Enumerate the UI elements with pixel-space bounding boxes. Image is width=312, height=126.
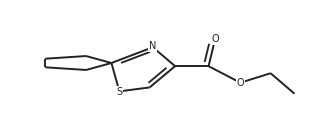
Text: O: O (236, 78, 244, 88)
Text: N: N (149, 41, 157, 51)
Text: S: S (116, 87, 122, 97)
Text: O: O (211, 34, 219, 44)
